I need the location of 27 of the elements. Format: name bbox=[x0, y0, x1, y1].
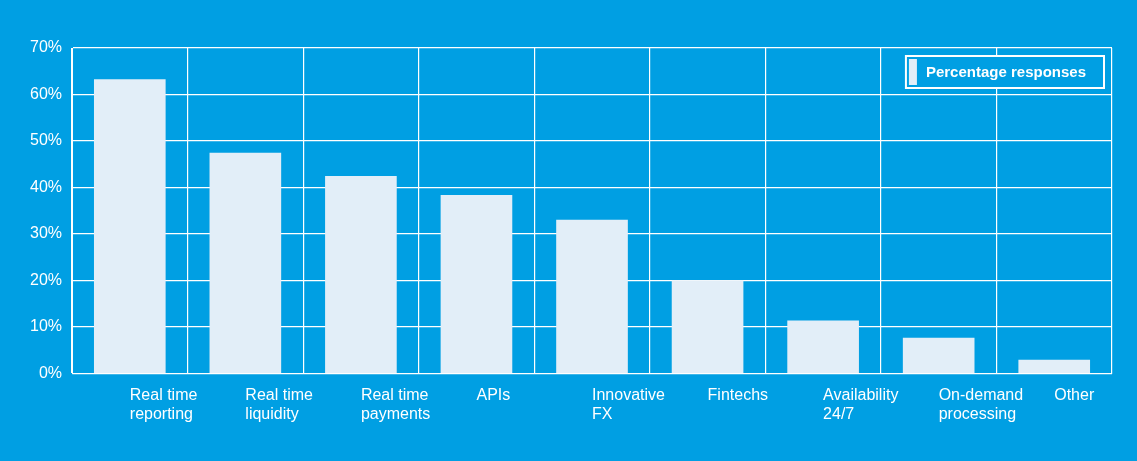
y-tick-label: 70% bbox=[29, 38, 63, 56]
y-tick-label: 40% bbox=[29, 177, 63, 195]
bar bbox=[556, 219, 628, 373]
x-tick-label: Other bbox=[1054, 385, 1095, 403]
bar bbox=[902, 337, 975, 373]
bar bbox=[787, 320, 859, 373]
y-tick-label: 30% bbox=[29, 224, 63, 242]
y-tick-label: 0% bbox=[38, 364, 63, 382]
y-tick-label: 60% bbox=[29, 84, 63, 102]
bar bbox=[93, 79, 166, 373]
x-tick-label: Fintechs bbox=[707, 385, 769, 403]
x-tick-label: Real time payments bbox=[360, 385, 431, 422]
bar bbox=[671, 280, 744, 373]
y-tick-label: 20% bbox=[29, 270, 63, 288]
y-tick-label: 50% bbox=[29, 131, 63, 149]
y-tick-label: 10% bbox=[29, 317, 63, 335]
x-tick-label: On-demand processing bbox=[938, 385, 1024, 422]
bar bbox=[209, 152, 282, 373]
x-tick-label: Real time liquidity bbox=[245, 385, 314, 422]
legend-label: Percentage responses bbox=[925, 63, 1086, 81]
x-tick-label: APIs bbox=[476, 385, 511, 403]
bar bbox=[1018, 359, 1091, 373]
x-tick-label: Real time reporting bbox=[129, 385, 198, 422]
bar bbox=[440, 194, 513, 373]
x-tick-label: Innovative FX bbox=[592, 385, 666, 422]
x-tick-label: Availability 24/7 bbox=[823, 385, 899, 422]
bar bbox=[325, 175, 397, 373]
